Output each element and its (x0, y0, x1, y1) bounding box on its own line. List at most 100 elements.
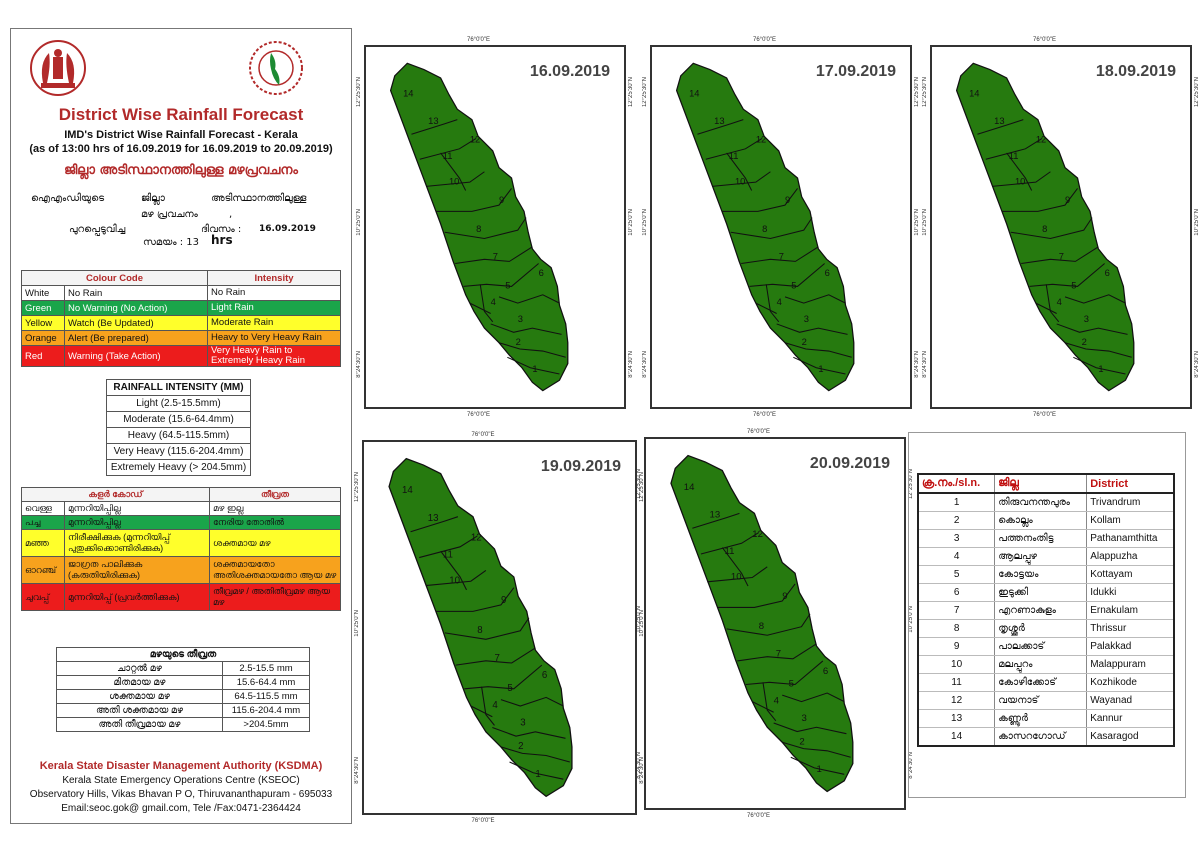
mal-intensity-head: മഴയുടെ തീവ്രത (56, 647, 310, 662)
district-border (470, 705, 493, 718)
district-border (509, 761, 564, 780)
malayalam-intensity-table: മഴയുടെ തീവ്രത ചാറ്റൽ മഴ 2.5-15.5 mm മിതമായ… (56, 647, 310, 732)
district-border (498, 294, 560, 304)
malayalam-colour-code-table: കളർ കോഡ് തീവ്രത വെള്ള മുന്നറിയിപ്പില്ല മഴ ഇ… (21, 487, 341, 611)
forecast-date: 18.09.2019 (1095, 63, 1176, 80)
mal-colour-meaning: മുന്നറിയിപ്പ് (പ്രവർത്തിക്കുക) (64, 583, 210, 611)
district-number: 2 (518, 741, 523, 752)
district-border (790, 756, 845, 775)
district-number: 9 (499, 195, 504, 205)
latitude-label: 12°25'30"N (642, 77, 648, 108)
district-border (985, 137, 1043, 160)
intensity-row: Extremely Heavy (> 204.5mm) (106, 459, 251, 476)
mal-colour-row: ഓറഞ്ച് ജാഗ്രത പാലിക്കുക (കരുതിയിരിക്കുക) ശ… (21, 556, 341, 584)
district-number: 1 (535, 769, 540, 780)
district-border (469, 302, 491, 314)
district-number: 14 (403, 89, 413, 99)
centre-name: Kerala State Emergency Operations Centre… (62, 775, 300, 786)
district-number: 3 (520, 717, 525, 728)
district-border (481, 686, 495, 726)
forecast-date: 20.09.2019 (809, 455, 890, 472)
district-border (782, 741, 851, 758)
latitude-label: 10°25'0"N (636, 605, 642, 633)
district-border (697, 119, 744, 135)
district-en: Kasaragod (1086, 727, 1174, 747)
district-number: 10 (1015, 176, 1025, 186)
org-name: Kerala State Disaster Management Authori… (39, 760, 323, 772)
map-panel: 14 13 12 11 10 9 8 7 6 5 4 3 2 1 19.09.2019 76°0'0"E 76°… (354, 432, 645, 824)
mal-colour-meaning: മുന്നറിയിപ്പില്ല (64, 501, 210, 516)
district-mal: ഇടുക്കി (994, 583, 1088, 602)
mal-intensity-row: മിതമായ മഴ 15.6-64.4 mm (56, 675, 310, 690)
district-row: 1 തിരുവനന്തപുരം Trivandrum (918, 493, 1174, 512)
mal-colour-intensity: തീവ്രമഴ / അതിതീവ്രമഴ ആയ മഴ (209, 583, 341, 611)
district-mal: കോഴിക്കോട് (994, 673, 1088, 692)
district-border (741, 246, 819, 265)
mal-colour-row: പച്ച മുന്നറിയിപ്പില്ല നേരിയ തോതിൽ (21, 515, 341, 530)
mal-text: മഴ പ്രവചനം (141, 209, 198, 220)
district-number: 13 (428, 116, 438, 126)
district-number: 6 (823, 666, 828, 677)
district-border (411, 119, 458, 135)
contact: Email:seoc.gok@ gmail.com, Tele /Fax:047… (61, 803, 301, 814)
district-en: Idukki (1086, 583, 1174, 602)
colour-meaning: Warning (Take Action) (64, 345, 208, 367)
mal-intensity-row: ശക്തമായ മഴ 64.5-115.5 mm (56, 689, 310, 704)
district-number: 9 (1065, 195, 1070, 205)
district-number: 11 (724, 546, 734, 557)
intensity-row: Light (2.5-15.5mm) (106, 395, 251, 412)
latitude-label: 8°24'30"N (642, 351, 648, 378)
latitude-label: 8°24'30"N (628, 351, 634, 378)
district-number: 14 (402, 485, 413, 496)
district-number: 10 (735, 176, 745, 186)
colour-name: Red (21, 345, 65, 367)
map-panel: 14 13 12 11 10 9 8 7 6 5 4 3 2 1 18.09.2019 76°0'0"E 76°… (922, 37, 1200, 418)
district-mal: വയനാട് (994, 691, 1088, 710)
latitude-label: 12°25'30"N (356, 77, 362, 108)
mal-colour-intensity: മഴ ഇല്ല (209, 501, 341, 516)
mal-colour-name: ഓറഞ്ച് (21, 556, 65, 584)
district-no: 12 (918, 691, 996, 710)
district-number: 2 (516, 337, 521, 347)
district-no: 8 (918, 619, 996, 638)
colour-code-row: White No Rain No Rain (21, 285, 341, 301)
colour-name: White (21, 285, 65, 301)
district-no: 6 (918, 583, 996, 602)
district-border (991, 171, 1051, 187)
mal-intensity-range: 2.5-15.5 mm (222, 661, 310, 676)
mal-text: സമയം : 13 (143, 237, 199, 248)
latitude-label: 8°24'30"N (914, 351, 920, 378)
intensity-range: Extremely Heavy (> 204.5mm) (106, 459, 251, 476)
rainfall-intensity-header: RAINFALL INTENSITY (MM) (106, 379, 251, 396)
district-number: 11 (443, 550, 453, 561)
district-row: 8 തൃശ്ശൂർ Thrissur (918, 619, 1174, 638)
district-border (1006, 152, 1033, 191)
colour-intensity: Light Rain (207, 300, 341, 316)
district-no: 1 (918, 493, 996, 512)
latitude-label: 10°25'0"N (642, 209, 648, 236)
rainfall-intensity-table: RAINFALL INTENSITY (MM) Light (2.5-15.5m… (106, 379, 251, 476)
district-border (490, 323, 562, 335)
district-number: 5 (505, 281, 510, 291)
intensity-range: Light (2.5-15.5mm) (106, 395, 251, 412)
district-legend: ക്ര.നം./sl.n. ജില്ല District 1 തിരുവനന്തപ… (908, 432, 1186, 798)
district-border (455, 647, 536, 666)
district-number: 1 (816, 764, 821, 775)
kerala-district-map: 14 13 12 11 10 9 8 7 6 54 3 2 1 (388, 457, 573, 798)
district-border (1021, 246, 1099, 265)
colour-meaning: No Rain (64, 285, 208, 301)
district-number: 6 (1105, 268, 1110, 278)
district-border (745, 660, 824, 686)
mal-colour-row: മഞ്ഞ നിരീക്ഷിക്കുക (മുന്നറിയിപ്പ് പുതുക്ക… (21, 529, 341, 557)
intensity-range: Moderate (15.6-64.4mm) (106, 411, 251, 428)
district-border (1029, 263, 1105, 287)
district-row: 2 കൊല്ലം Kollam (918, 511, 1174, 530)
district-mal: കാസറഗോഡ് (994, 727, 1088, 747)
district-number: 11 (729, 151, 739, 161)
district-border (752, 701, 774, 713)
district-mal: പാലക്കാട് (994, 637, 1088, 656)
district-border (1035, 302, 1057, 314)
colour-name: Green (21, 300, 65, 316)
district-en: Alappuzha (1086, 547, 1174, 566)
longitude-label: 76°0'0"E (747, 429, 771, 435)
